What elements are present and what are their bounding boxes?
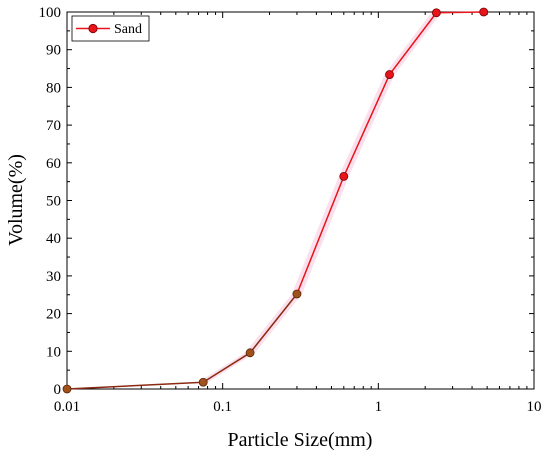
- y-tick-label: 40: [46, 231, 61, 247]
- x-axis-title: Particle Size(mm): [228, 429, 373, 451]
- legend-box: [71, 15, 150, 42]
- y-axis-title: Volume(%): [5, 154, 27, 246]
- legend: Sand: [71, 15, 150, 42]
- y-tick-label: 100: [39, 5, 62, 21]
- y-axis: 0 10 20 30 40 50 60 70 80 90 100: [39, 5, 534, 398]
- series-layer: [62, 7, 489, 394]
- y-tick-label: 20: [46, 307, 61, 323]
- y-tick-label: 10: [46, 344, 61, 360]
- series-line-segment: [388, 12, 437, 76]
- series-line-segment: [249, 293, 298, 354]
- data-point: [198, 377, 208, 387]
- y-tick-label: 80: [46, 80, 61, 96]
- legend-label: Sand: [114, 22, 142, 37]
- x-tick-label: 0.1: [213, 399, 232, 415]
- data-point: [245, 348, 255, 358]
- data-point: [339, 171, 349, 181]
- series-line-segment: [66, 381, 204, 390]
- x-axis: 0.01 0.1 1 10: [54, 12, 542, 415]
- y-tick-label: 60: [46, 156, 61, 172]
- data-point: [385, 70, 394, 79]
- data-point: [479, 7, 489, 17]
- y-tick-label: 30: [46, 269, 61, 285]
- y-tick-label: 70: [46, 118, 61, 134]
- y-tick-label: 0: [54, 382, 62, 398]
- data-point: [292, 289, 302, 299]
- series-line-segment: [343, 74, 391, 177]
- series-line-segment: [296, 176, 345, 295]
- x-tick-label: 0.01: [54, 399, 80, 415]
- data-point: [62, 384, 72, 394]
- data-point: [431, 8, 441, 18]
- x-tick-label: 10: [527, 399, 542, 415]
- plot-frame: [66, 11, 535, 390]
- series-line-segment: [202, 352, 251, 383]
- series-line-segment: [436, 11, 484, 14]
- x-tick-label: 1: [375, 399, 383, 415]
- y-tick-label: 90: [46, 43, 61, 59]
- y-tick-label: 50: [46, 194, 61, 210]
- legend-marker: [88, 23, 98, 34]
